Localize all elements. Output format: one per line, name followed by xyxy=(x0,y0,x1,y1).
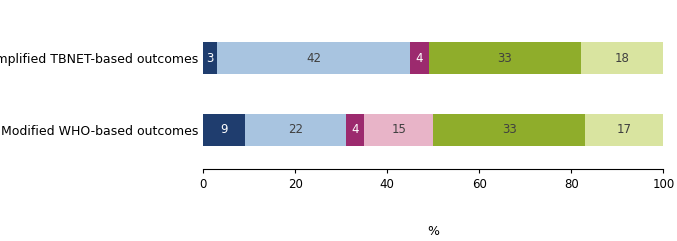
Text: 33: 33 xyxy=(498,52,512,65)
Text: 15: 15 xyxy=(391,123,406,136)
Bar xyxy=(203,42,217,74)
Bar xyxy=(217,42,410,74)
Text: 4: 4 xyxy=(416,52,423,65)
Bar xyxy=(410,42,429,74)
Bar xyxy=(203,114,244,146)
Bar xyxy=(581,42,663,74)
Text: 22: 22 xyxy=(288,123,303,136)
Text: 42: 42 xyxy=(306,52,321,65)
Bar xyxy=(585,114,663,146)
Text: 9: 9 xyxy=(220,123,227,136)
Text: 4: 4 xyxy=(351,123,359,136)
Bar xyxy=(429,42,581,74)
Bar xyxy=(364,114,433,146)
X-axis label: %: % xyxy=(427,226,439,239)
Text: 33: 33 xyxy=(502,123,517,136)
Bar xyxy=(346,114,364,146)
Text: 3: 3 xyxy=(206,52,214,65)
Text: 18: 18 xyxy=(615,52,630,65)
Bar xyxy=(244,114,346,146)
Bar xyxy=(433,114,585,146)
Text: 17: 17 xyxy=(617,123,632,136)
